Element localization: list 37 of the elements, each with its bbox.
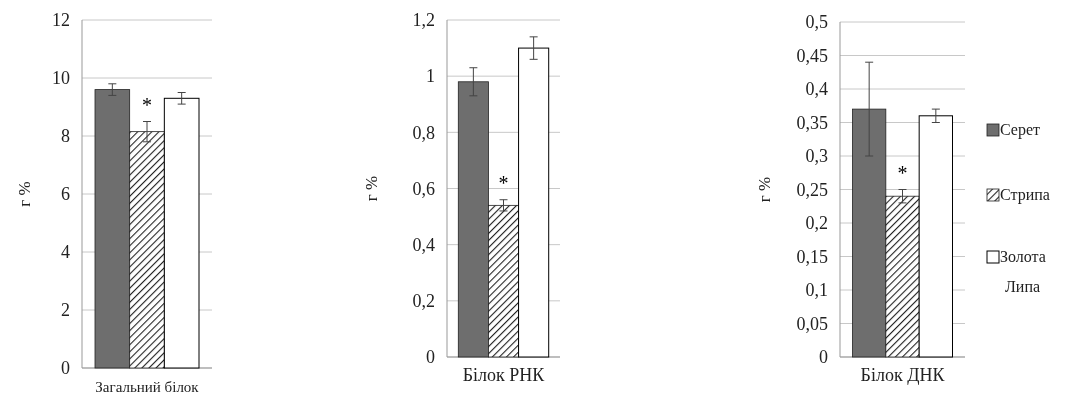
y-tick-label: 0,45 bbox=[796, 45, 828, 66]
y-tick-label: 10 bbox=[52, 68, 70, 89]
y-tick-label: 0,3 bbox=[805, 146, 828, 167]
y-tick-label: 4 bbox=[61, 242, 70, 263]
y-tick-label: 0,35 bbox=[796, 112, 828, 133]
legend-label: Серет bbox=[1000, 121, 1041, 139]
y-tick-label: 0,2 bbox=[805, 213, 828, 234]
legend-label: Стрипа bbox=[1000, 186, 1050, 204]
y-tick-label: 0,4 bbox=[412, 234, 435, 255]
x-tick-label: Загальний білок bbox=[95, 379, 200, 395]
y-tick-label: 0,15 bbox=[796, 246, 828, 267]
x-tick-label: Білок ДНК bbox=[860, 365, 946, 385]
y-tick-label: 1 bbox=[426, 66, 435, 87]
annotation: * bbox=[142, 93, 152, 116]
y-tick-label: 0,05 bbox=[796, 313, 828, 334]
annotation: * bbox=[897, 161, 908, 184]
y-tick-label: 8 bbox=[61, 126, 70, 147]
annotation: * bbox=[498, 171, 509, 194]
y-tick-label: 6 bbox=[61, 184, 70, 205]
y-tick-label: 0,2 bbox=[412, 291, 435, 312]
y-tick-label: 0,6 bbox=[412, 178, 435, 199]
y-axis-title: г % bbox=[362, 175, 381, 202]
y-axis-title: г % bbox=[15, 181, 34, 207]
y-tick-label: 12 bbox=[52, 10, 70, 31]
y-tick-label: 0,8 bbox=[412, 122, 435, 143]
x-tick-label: Білок РНК bbox=[462, 365, 546, 385]
y-tick-label: 0,4 bbox=[805, 79, 828, 100]
y-tick-label: 1,2 bbox=[412, 10, 435, 31]
y-tick-label: 0,5 bbox=[805, 12, 828, 33]
y-axis-title: г % bbox=[755, 176, 774, 203]
y-tick-label: 0,1 bbox=[805, 280, 828, 301]
y-tick-label: 0 bbox=[819, 347, 828, 368]
legend-label: Золота Липа bbox=[1000, 248, 1046, 295]
y-tick-label: 0 bbox=[426, 347, 435, 368]
y-tick-label: 2 bbox=[61, 300, 70, 321]
y-tick-label: 0,25 bbox=[796, 179, 828, 200]
y-tick-label: 0 bbox=[61, 358, 70, 379]
